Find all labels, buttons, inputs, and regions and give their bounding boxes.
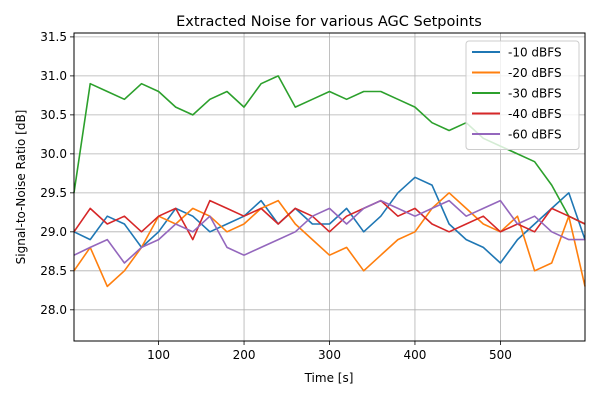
legend-label: -30 dBFS	[508, 87, 562, 101]
legend-box	[465, 40, 580, 150]
chart-title: Extracted Noise for various AGC Setpoint…	[176, 14, 482, 30]
legend-label: -20 dBFS	[508, 66, 562, 80]
x-tick-label: 200	[233, 348, 256, 362]
y-tick-label: 31.5	[40, 30, 67, 44]
legend-label: -60 dBFS	[508, 128, 562, 142]
y-tick-label: 28.0	[40, 303, 67, 317]
y-tick-label: 29.0	[40, 225, 67, 239]
y-tick-label: 31.0	[40, 69, 67, 83]
x-tick-label: 400	[403, 348, 426, 362]
y-axis: 28.0 28.5 29.0 29.5 30.0 30.5 31.0 31.5	[40, 30, 74, 317]
series-line-10dbfs	[73, 176, 586, 264]
legend: -10 dBFS -20 dBFS -30 dBFS -40 dBFS -60 dBFS	[465, 40, 580, 150]
y-tick-label: 30.0	[40, 147, 67, 161]
y-tick-label: 28.5	[40, 264, 67, 278]
plot-lines	[73, 75, 586, 288]
legend-label: -40 dBFS	[508, 107, 562, 121]
x-tick-label: 100	[147, 348, 170, 362]
x-axis-label: Time [s]	[304, 371, 354, 385]
legend-label: -10 dBFS	[508, 46, 562, 60]
x-axis: 100 200 300 400 500	[147, 341, 512, 362]
series-line-40dbfs	[73, 199, 586, 241]
y-tick-label: 29.5	[40, 186, 67, 200]
x-tick-label: 500	[489, 348, 512, 362]
x-tick-label: 300	[318, 348, 341, 362]
y-tick-label: 30.5	[40, 108, 67, 122]
y-axis-label: Signal-to-Noise Ratio [dB]	[14, 110, 28, 265]
series-line-60dbfs	[73, 199, 585, 264]
grid	[74, 33, 585, 341]
